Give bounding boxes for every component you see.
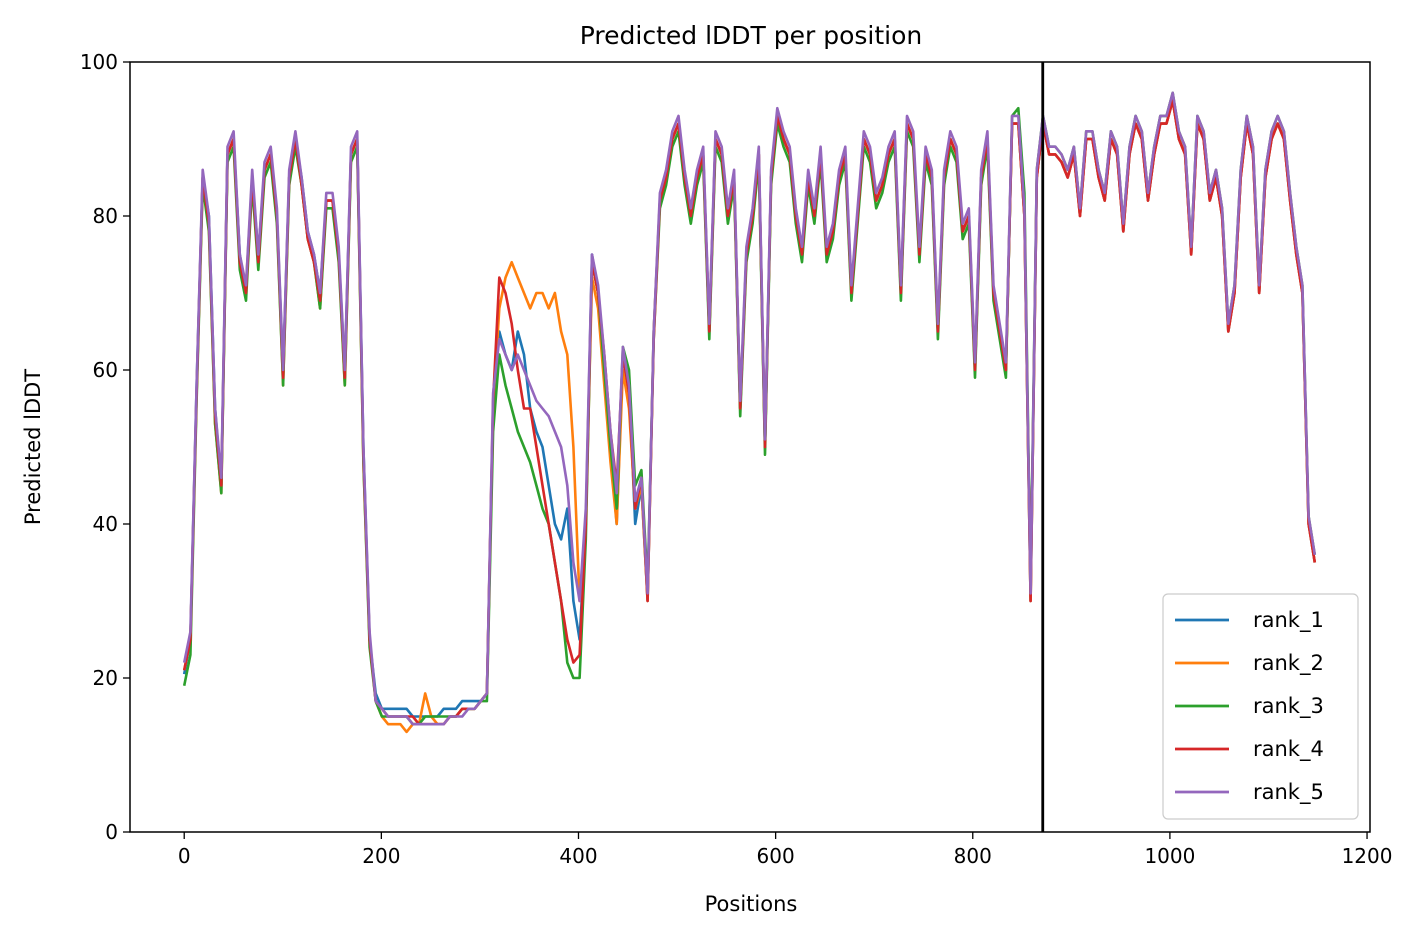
x-tick-label: 1200 (1342, 844, 1393, 868)
plot-frame (129, 61, 1371, 833)
plot-lines (182, 91, 1317, 734)
x-tick-label: 600 (757, 844, 795, 868)
legend-box (1162, 593, 1359, 820)
series-line-rank_4 (182, 99, 1317, 726)
legend-label-rank_5: rank_5 (1253, 780, 1324, 805)
series-line-rank_3 (182, 91, 1317, 726)
y-tick-label: 60 (93, 358, 118, 382)
legend-label-rank_2: rank_2 (1253, 651, 1324, 676)
y-tick-label: 0 (105, 820, 118, 844)
y-axis-label: Predicted lDDT (21, 369, 45, 525)
y-tick-label: 40 (93, 512, 118, 536)
x-tick-label: 800 (954, 844, 992, 868)
y-tick-label: 100 (80, 50, 118, 74)
x-axis-label: Positions (705, 892, 798, 916)
series-line-rank_2 (182, 99, 1317, 734)
x-axis-ticks: 0 200 400 600 800 1000 1200 (178, 832, 1393, 868)
legend-label-rank_1: rank_1 (1253, 608, 1324, 633)
y-tick-label: 80 (93, 204, 118, 228)
series-line-rank_1 (182, 99, 1317, 718)
legend: rank_1 rank_2 rank_3 rank_4 rank_5 (1162, 593, 1359, 820)
legend-label-rank_4: rank_4 (1253, 737, 1324, 762)
legend-label-rank_3: rank_3 (1253, 694, 1324, 719)
x-tick-label: 200 (362, 844, 400, 868)
y-axis-ticks: 0 20 40 60 80 100 (80, 50, 130, 844)
chart-title: Predicted lDDT per position (580, 21, 922, 50)
series-line-rank_5 (182, 91, 1317, 726)
x-tick-label: 0 (178, 844, 191, 868)
y-tick-label: 20 (93, 666, 118, 690)
x-tick-label: 400 (559, 844, 597, 868)
x-tick-label: 1000 (1144, 844, 1195, 868)
